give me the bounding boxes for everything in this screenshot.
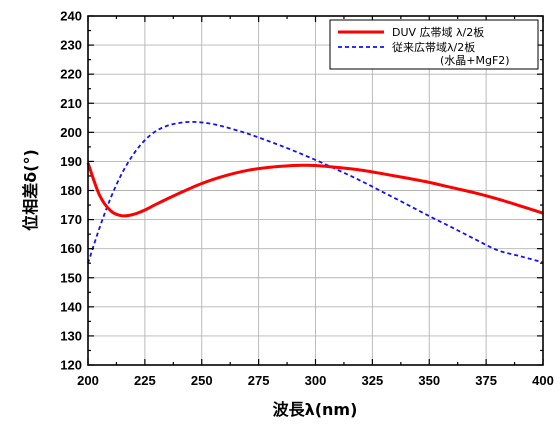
y-tick-label: 230 [60,38,82,53]
x-tick-label: 225 [134,373,156,388]
legend: DUV 広帯域 λ/2板 従来広帯域λ/2板 (水晶+MgF2) [329,19,539,70]
x-tick-label: 325 [362,373,384,388]
y-tick-label: 200 [60,125,82,140]
y-tick-label: 170 [60,212,82,227]
y-tick-label: 150 [60,270,82,285]
y-tick-label: 120 [60,358,82,373]
series-layer [86,120,544,264]
series-line-duv [86,162,544,218]
y-tick-label: 180 [60,183,82,198]
y-tick-label: 220 [60,67,82,82]
x-tick-label: 375 [475,373,497,388]
legend-label-duv: DUV 広帯域 λ/2板 [392,25,484,39]
x-tick-label: 300 [305,373,327,388]
y-tick-label: 210 [60,96,82,111]
y-tick-label: 130 [60,328,82,343]
x-axis-title: 波長λ(nm) [273,400,358,419]
x-tick-label: 200 [77,373,99,388]
x-tick-label: 275 [248,373,270,388]
y-tick-label: 140 [60,299,82,314]
series-line-conventional [87,120,544,264]
y-tick-label: 160 [60,241,82,256]
y-tick-label: 190 [60,154,82,169]
y-tick-label: 240 [60,9,82,24]
tick-labels: 200 225 250 275 300 325 350 375 400 120 130 140 150 1… [60,9,554,389]
x-tick-label: 400 [532,373,554,388]
x-tick-label: 350 [418,373,440,388]
x-tick-label: 250 [191,373,213,388]
legend-box [329,19,539,70]
legend-label-conventional: 従来広帯域λ/2板 [392,40,475,54]
y-axis-title: 位相差δ(°) [21,149,40,231]
legend-label-conventional-note: (水晶+MgF2) [440,54,510,67]
